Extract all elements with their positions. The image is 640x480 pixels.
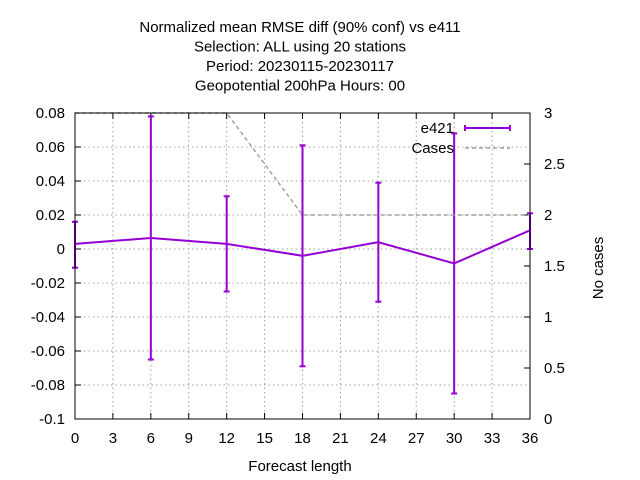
y-tick-label: 0.04	[36, 173, 65, 190]
x-tick-label: 0	[71, 430, 79, 447]
y2-axis-label: No cases	[590, 237, 607, 300]
y-tick-label: 0.06	[36, 139, 65, 156]
plot-frame	[74, 112, 531, 420]
x-tick-label: 15	[256, 430, 273, 447]
x-tick-label: 36	[522, 430, 539, 447]
x-tick-label: 3	[109, 430, 117, 447]
y-tick-label: -0.1	[39, 411, 65, 428]
y-tick-label: 0	[57, 241, 65, 258]
x-tick-label: 21	[332, 430, 349, 447]
x-tick-label: 27	[408, 430, 425, 447]
y2-tick-label: 2	[544, 207, 552, 224]
legend: e421 Cases	[411, 120, 511, 157]
x-axis-label: Forecast length	[248, 458, 351, 475]
title-line: Geopotential 200hPa Hours: 00	[195, 78, 405, 95]
y2-tick-label: 0	[544, 411, 552, 428]
legend-label: e421	[421, 120, 454, 137]
legend-label: Cases	[411, 140, 454, 157]
x-tick-label: 6	[147, 430, 155, 447]
title-line: Normalized mean RMSE diff (90% conf) vs …	[139, 19, 460, 36]
x-tick-label: 9	[185, 430, 193, 447]
series-cases-line	[75, 112, 530, 216]
x-tick-label: 30	[446, 430, 463, 447]
plot-series	[72, 112, 533, 395]
y-tick-label: 0.08	[36, 105, 65, 122]
y-tick-label: -0.02	[31, 275, 65, 292]
y2-tick-label: 1	[544, 309, 552, 326]
title-line: Selection: ALL using 20 stations	[194, 39, 406, 56]
x-tick-label: 18	[294, 430, 311, 447]
title-line: Period: 20230115-20230117	[206, 58, 394, 75]
y-axis: 0.08 0.06 0.04 0.02 0 -0.02 -0.04 -0.06 -0.08 -0.…	[31, 105, 81, 428]
y-tick-label: -0.08	[31, 377, 65, 394]
y2-tick-label: 1.5	[544, 258, 565, 275]
y-tick-label: 0.02	[36, 207, 65, 224]
y2-axis: 3 2.5 2 1.5 1 0.5 0	[524, 105, 565, 428]
x-tick-label: 33	[484, 430, 501, 447]
x-tick-label: 24	[370, 430, 387, 447]
x-tick-label: 12	[218, 430, 235, 447]
y-tick-label: -0.04	[31, 309, 65, 326]
y2-tick-label: 2.5	[544, 156, 565, 173]
y2-tick-label: 0.5	[544, 360, 565, 377]
legend-swatch	[464, 125, 511, 131]
y-tick-label: -0.06	[31, 343, 65, 360]
chart-title: Normalized mean RMSE diff (90% conf) vs …	[139, 19, 460, 95]
x-axis: 0 3 6 9 12 15 18 21 24 27 30 33 36	[71, 113, 539, 447]
y2-tick-label: 3	[544, 105, 552, 122]
